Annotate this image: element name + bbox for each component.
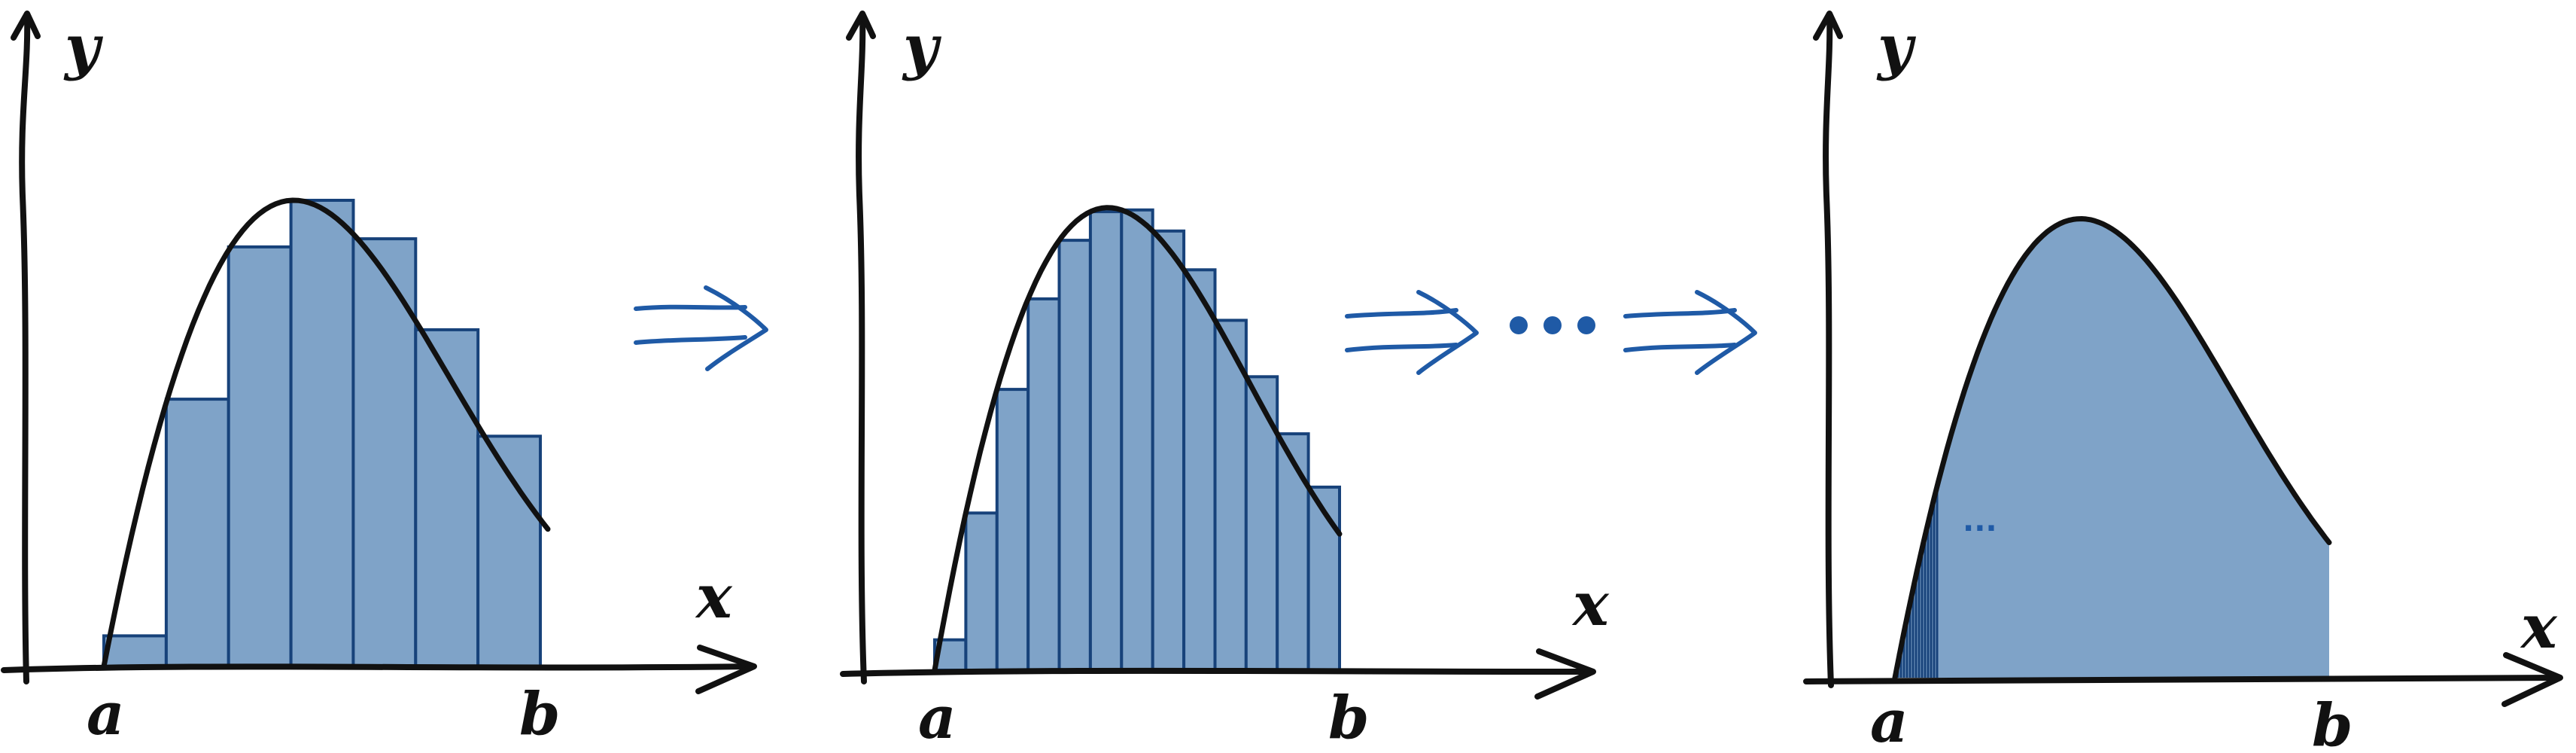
panel-1-y-axis bbox=[19, 12, 31, 684]
panel-3-thin-strips bbox=[1896, 486, 1939, 678]
panel-2-rectangle bbox=[1057, 239, 1092, 672]
panel-1-rectangle bbox=[102, 634, 168, 669]
panel-2-y-axis bbox=[856, 12, 867, 684]
panel-2-b-label: b bbox=[1328, 684, 1370, 752]
panel-2-rectangle bbox=[964, 511, 999, 672]
panel-1-bars bbox=[102, 199, 542, 669]
panel-1-rectangle bbox=[351, 237, 418, 669]
panel-1-b-label: b bbox=[519, 680, 561, 748]
panel-1-rectangle bbox=[164, 398, 230, 668]
panel-3-x-axis bbox=[1803, 675, 2562, 684]
panel-2-x-axis-arrowhead bbox=[1534, 648, 1596, 700]
panel-1-x-axis-arrowhead bbox=[695, 645, 757, 694]
panel-2-curve bbox=[932, 205, 1343, 673]
panel-2-rectangle bbox=[1306, 485, 1341, 672]
panel-2: y x a b bbox=[840, 11, 1610, 752]
panel-2-rectangle bbox=[1182, 268, 1217, 672]
panel-3-x-label: x bbox=[2520, 591, 2558, 662]
panel-1-curve bbox=[101, 197, 551, 669]
panel-2-a-label: a bbox=[918, 684, 956, 752]
panel-3-area bbox=[1895, 218, 2329, 678]
double-arrow-right-icon bbox=[634, 285, 768, 371]
double-arrow-right-icon bbox=[1345, 290, 1479, 375]
panel-3-y-axis bbox=[1823, 12, 1834, 688]
panel-3-inner-dots: ... bbox=[1963, 504, 1997, 538]
panel-2-rectangle bbox=[1026, 297, 1061, 672]
panel-1-rectangle bbox=[227, 245, 293, 668]
panel-2-bars bbox=[933, 208, 1341, 672]
panel-3-a-label: a bbox=[1870, 687, 1908, 753]
panel-3: y x a b ... bbox=[1803, 11, 2563, 753]
panel-2-rectangle bbox=[1276, 432, 1310, 672]
panel-3-curve bbox=[1892, 216, 2332, 681]
panel-2-rectangle bbox=[1213, 319, 1248, 672]
panel-3-x-axis-arrowhead bbox=[2501, 652, 2563, 707]
panel-1-y-label: y bbox=[63, 11, 104, 82]
panel-2-rectangle bbox=[995, 388, 1030, 672]
panel-2-rectangle bbox=[1151, 229, 1186, 672]
panel-2-y-axis-arrowhead bbox=[846, 11, 876, 41]
panel-2-x-label: x bbox=[1571, 569, 1610, 639]
panel-1-a-label: a bbox=[87, 680, 125, 748]
ellipsis-dots-icon bbox=[1510, 316, 1595, 334]
panel-1: y x a b bbox=[1, 11, 757, 748]
panel-1-rectangle bbox=[289, 199, 355, 668]
panel-3-y-label: y bbox=[1876, 11, 1917, 82]
panel-3-b-label: b bbox=[2312, 691, 2353, 753]
panel-2-y-label: y bbox=[902, 11, 942, 82]
panel-2-x-axis bbox=[840, 667, 1595, 677]
panel-1-rectangle bbox=[414, 328, 480, 668]
double-arrow-right-icon bbox=[1623, 290, 1757, 375]
panel-1-y-axis-arrowhead bbox=[11, 11, 41, 41]
panel-1-x-label: x bbox=[695, 561, 733, 632]
panel-3-y-axis-arrowhead bbox=[1813, 11, 1843, 41]
panel-2-rectangle bbox=[1088, 210, 1124, 672]
panel-2-rectangle bbox=[1120, 208, 1154, 672]
panel-1-x-axis bbox=[1, 663, 756, 673]
